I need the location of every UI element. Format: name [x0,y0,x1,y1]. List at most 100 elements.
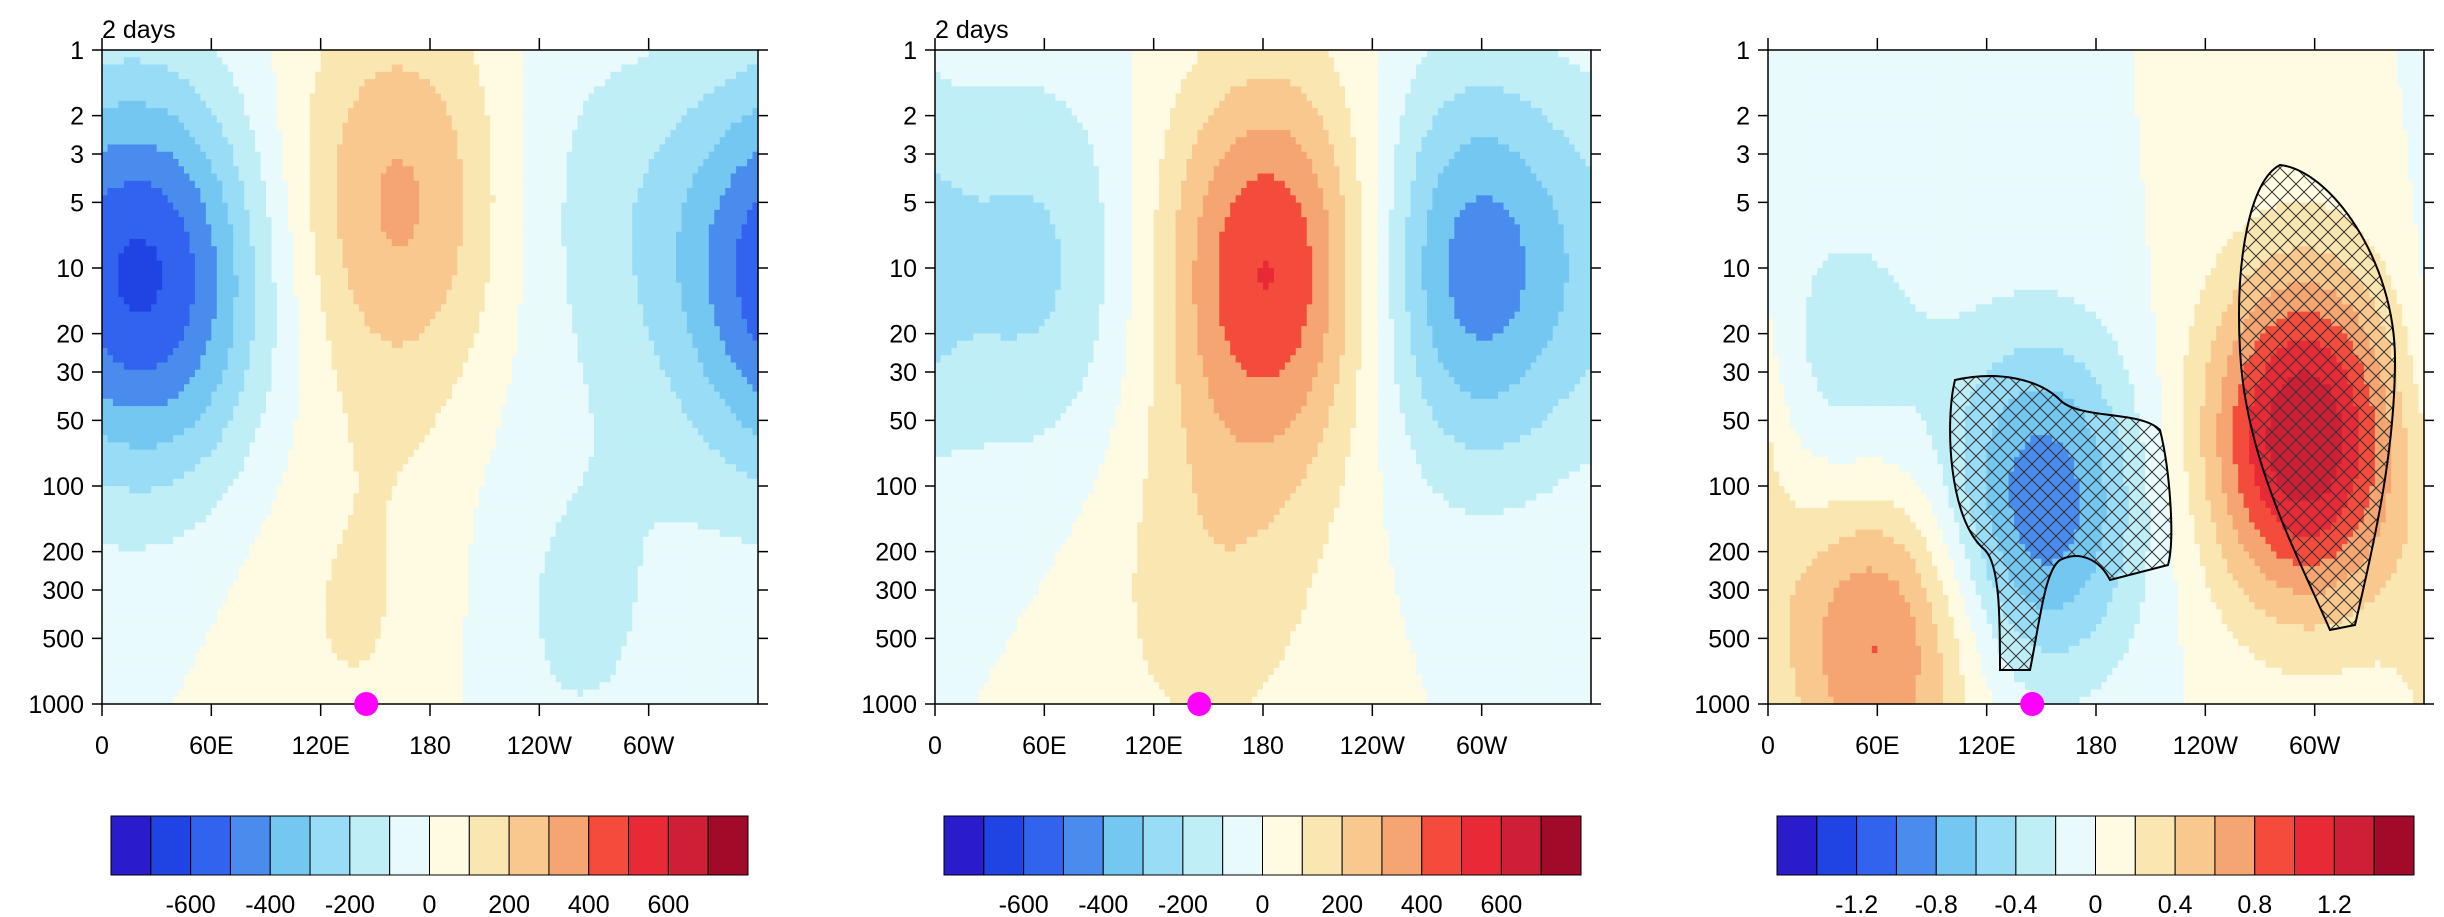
field-cell [358,653,365,661]
field-cell [216,427,223,436]
field-cell [309,442,316,451]
field-cell [402,166,409,175]
field-cell [287,442,294,451]
field-cell [364,209,371,218]
field-cell [167,217,174,225]
field-cell [233,398,240,407]
field-cell [309,464,316,473]
field-cell [293,587,300,596]
field-cell [342,50,349,58]
field-cell [244,282,251,291]
field-cell [304,289,311,298]
field-cell [184,377,191,385]
field-cell [134,224,141,233]
field-cell [364,137,371,146]
field-cell [123,318,130,327]
field-cell [348,209,355,218]
field-cell [271,347,278,356]
field-cell [189,391,196,400]
field-cell [173,333,180,342]
field-cell [397,587,404,596]
field-cell [397,573,404,582]
field-cell [189,565,196,574]
field-cell [200,442,207,451]
field-cell [189,442,196,451]
field-cell [151,573,158,582]
field-cell [380,311,387,320]
field-cell [309,137,316,146]
field-cell [211,595,218,603]
field-cell [255,413,262,422]
field-cell [386,180,393,189]
field-cell [233,456,240,465]
field-cell [353,624,360,632]
field-cell [380,108,387,116]
field-cell [320,340,327,349]
field-cell [118,180,125,189]
field-cell [189,195,196,204]
field-cell [260,108,267,116]
field-cell [402,57,409,66]
field-cell [107,420,114,429]
field-cell [129,253,136,262]
field-cell [337,297,344,305]
field-cell [145,456,152,465]
field-cell [386,500,393,509]
field-cell [123,282,130,291]
field-cell [309,515,316,523]
field-cell [184,64,191,73]
field-cell [107,159,114,167]
field-cell [276,122,283,131]
field-cell [375,551,382,560]
field-cell [205,384,212,393]
field-cell [358,246,365,255]
field-cell [320,493,327,502]
field-cell [375,355,382,364]
field-cell [309,100,316,109]
field-cell [162,50,169,58]
field-cell [276,238,283,247]
field-cell [276,573,283,582]
field-cell [326,224,333,233]
field-cell [342,79,349,87]
field-cell [282,478,289,487]
field-cell [244,442,251,451]
field-cell [271,587,278,596]
field-cell [255,246,262,255]
field-cell [194,689,201,698]
field-cell [369,159,376,167]
field-cell [189,108,196,116]
field-cell [282,275,289,284]
field-cell [287,674,294,683]
field-cell [134,137,141,146]
field-cell [249,660,256,669]
field-cell [205,406,212,414]
field-cell [309,667,316,676]
field-cell [244,674,251,683]
field-cell [282,427,289,436]
field-cell [162,318,169,327]
field-cell [134,384,141,393]
field-cell [282,536,289,545]
field-cell [134,253,141,262]
field-cell [326,151,333,160]
field-cell [271,369,278,378]
field-cell [129,122,136,131]
field-cell [309,427,316,436]
field-cell [282,79,289,87]
field-cell [249,449,256,458]
field-cell [211,347,218,356]
field-cell [397,638,404,647]
field-cell [151,602,158,611]
field-cell [266,551,273,560]
field-cell [375,79,382,87]
field-cell [287,398,294,407]
field-cell [238,195,245,204]
field-cell [167,544,174,552]
field-cell [331,100,338,109]
field-cell [233,558,240,567]
field-cell [260,159,267,167]
field-cell [129,638,136,647]
field-cell [107,64,114,73]
field-cell [271,122,278,131]
